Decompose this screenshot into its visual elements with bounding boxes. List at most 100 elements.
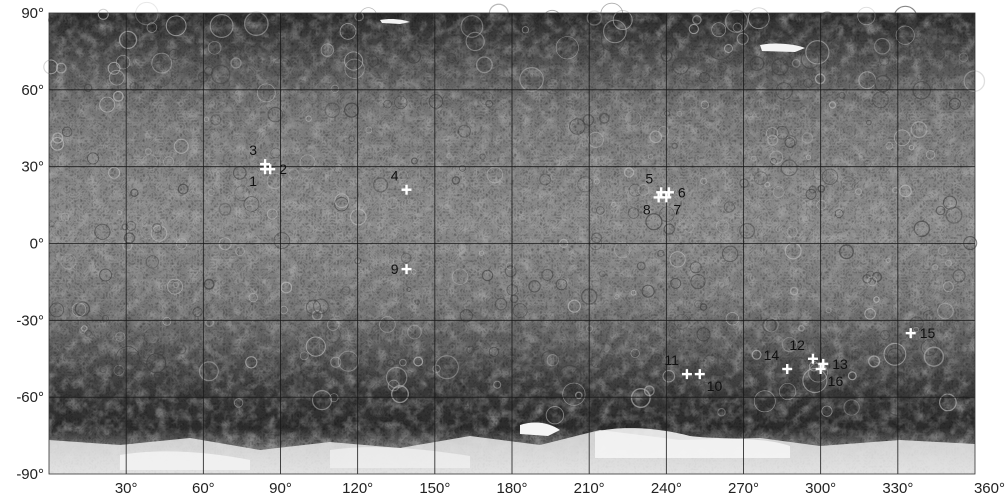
crater [372,406,385,418]
crater [385,366,408,389]
crater [400,252,412,264]
latitude-axis: 90° 60° 30° 0° -30° -60° -90° [16,5,44,483]
crater [622,375,634,386]
crater [316,199,323,206]
crater [324,102,341,119]
site-label: 15 [920,325,936,341]
crater [669,327,681,340]
site-label: 1 [249,173,257,189]
crater [354,11,364,22]
crater [569,118,586,135]
crater [851,350,861,360]
crater [256,83,276,103]
crater [130,188,139,197]
crater [898,184,912,198]
crater [451,176,461,185]
crater [963,70,986,92]
site-label: 16 [828,373,844,389]
crater [828,101,837,109]
crater [144,148,152,156]
crater [143,328,160,345]
crater [784,242,802,260]
crater [207,41,222,55]
map-frame [48,12,976,475]
crater [645,35,664,54]
crater [108,166,121,179]
crater [71,302,87,317]
crater [521,17,538,35]
crater [812,165,828,180]
crater [341,286,351,296]
crater [218,202,232,216]
crater [866,119,872,126]
latitude-tick-label: -30° [16,312,44,329]
crater [334,193,350,209]
crater [541,268,554,281]
crater [821,405,833,417]
crater [434,355,459,380]
crater [333,163,344,174]
crater [305,299,321,315]
crater [428,94,444,109]
crater [398,170,408,181]
crater [165,15,187,37]
crater [703,389,722,408]
crater [942,281,954,293]
crater [664,110,671,117]
crater [772,186,785,198]
crater [764,181,771,188]
crater [600,28,625,52]
crater [115,331,126,342]
crater [937,245,948,256]
crater [912,81,931,100]
crater [724,44,733,53]
site-label: 10 [707,378,723,394]
crater [739,373,757,391]
site-marker-6: 6 [663,184,686,200]
crater [168,49,180,61]
longitude-tick-label: 330° [882,480,913,497]
crater [786,226,798,238]
crater [825,307,832,314]
crater [562,382,586,406]
crater [603,19,627,44]
crater [481,269,494,282]
crater [288,168,300,180]
crater [803,391,814,402]
crater [449,393,471,415]
crater [775,125,789,140]
crater [913,326,919,333]
latitude-tick-label: 60° [21,82,44,99]
crater [330,84,340,94]
crater [115,346,140,371]
crater [151,223,163,234]
latitude-tick-label: 30° [21,159,44,176]
crater [485,100,494,108]
crater [821,168,839,186]
crater [81,325,88,332]
crater [939,393,957,412]
crater [257,393,277,413]
crater [648,154,654,160]
crater [205,318,214,327]
crater [459,309,473,323]
crater [751,349,762,360]
crater [126,351,141,366]
site-label: 2 [279,161,287,177]
crater [479,91,494,106]
crater [725,311,740,326]
crater [407,324,422,340]
crater [465,31,485,52]
crater [521,26,530,34]
crater [546,354,559,367]
crater [52,132,64,144]
crater [414,299,420,305]
longitude-axis: 30° 60° 90° 120° 150° 180° 210° 240° 270° 300° 330… [115,480,1005,497]
site-label: 12 [789,337,805,353]
crater [847,371,857,381]
crater [885,257,891,263]
crater [925,150,936,160]
crater [329,393,339,403]
crater [155,347,165,356]
